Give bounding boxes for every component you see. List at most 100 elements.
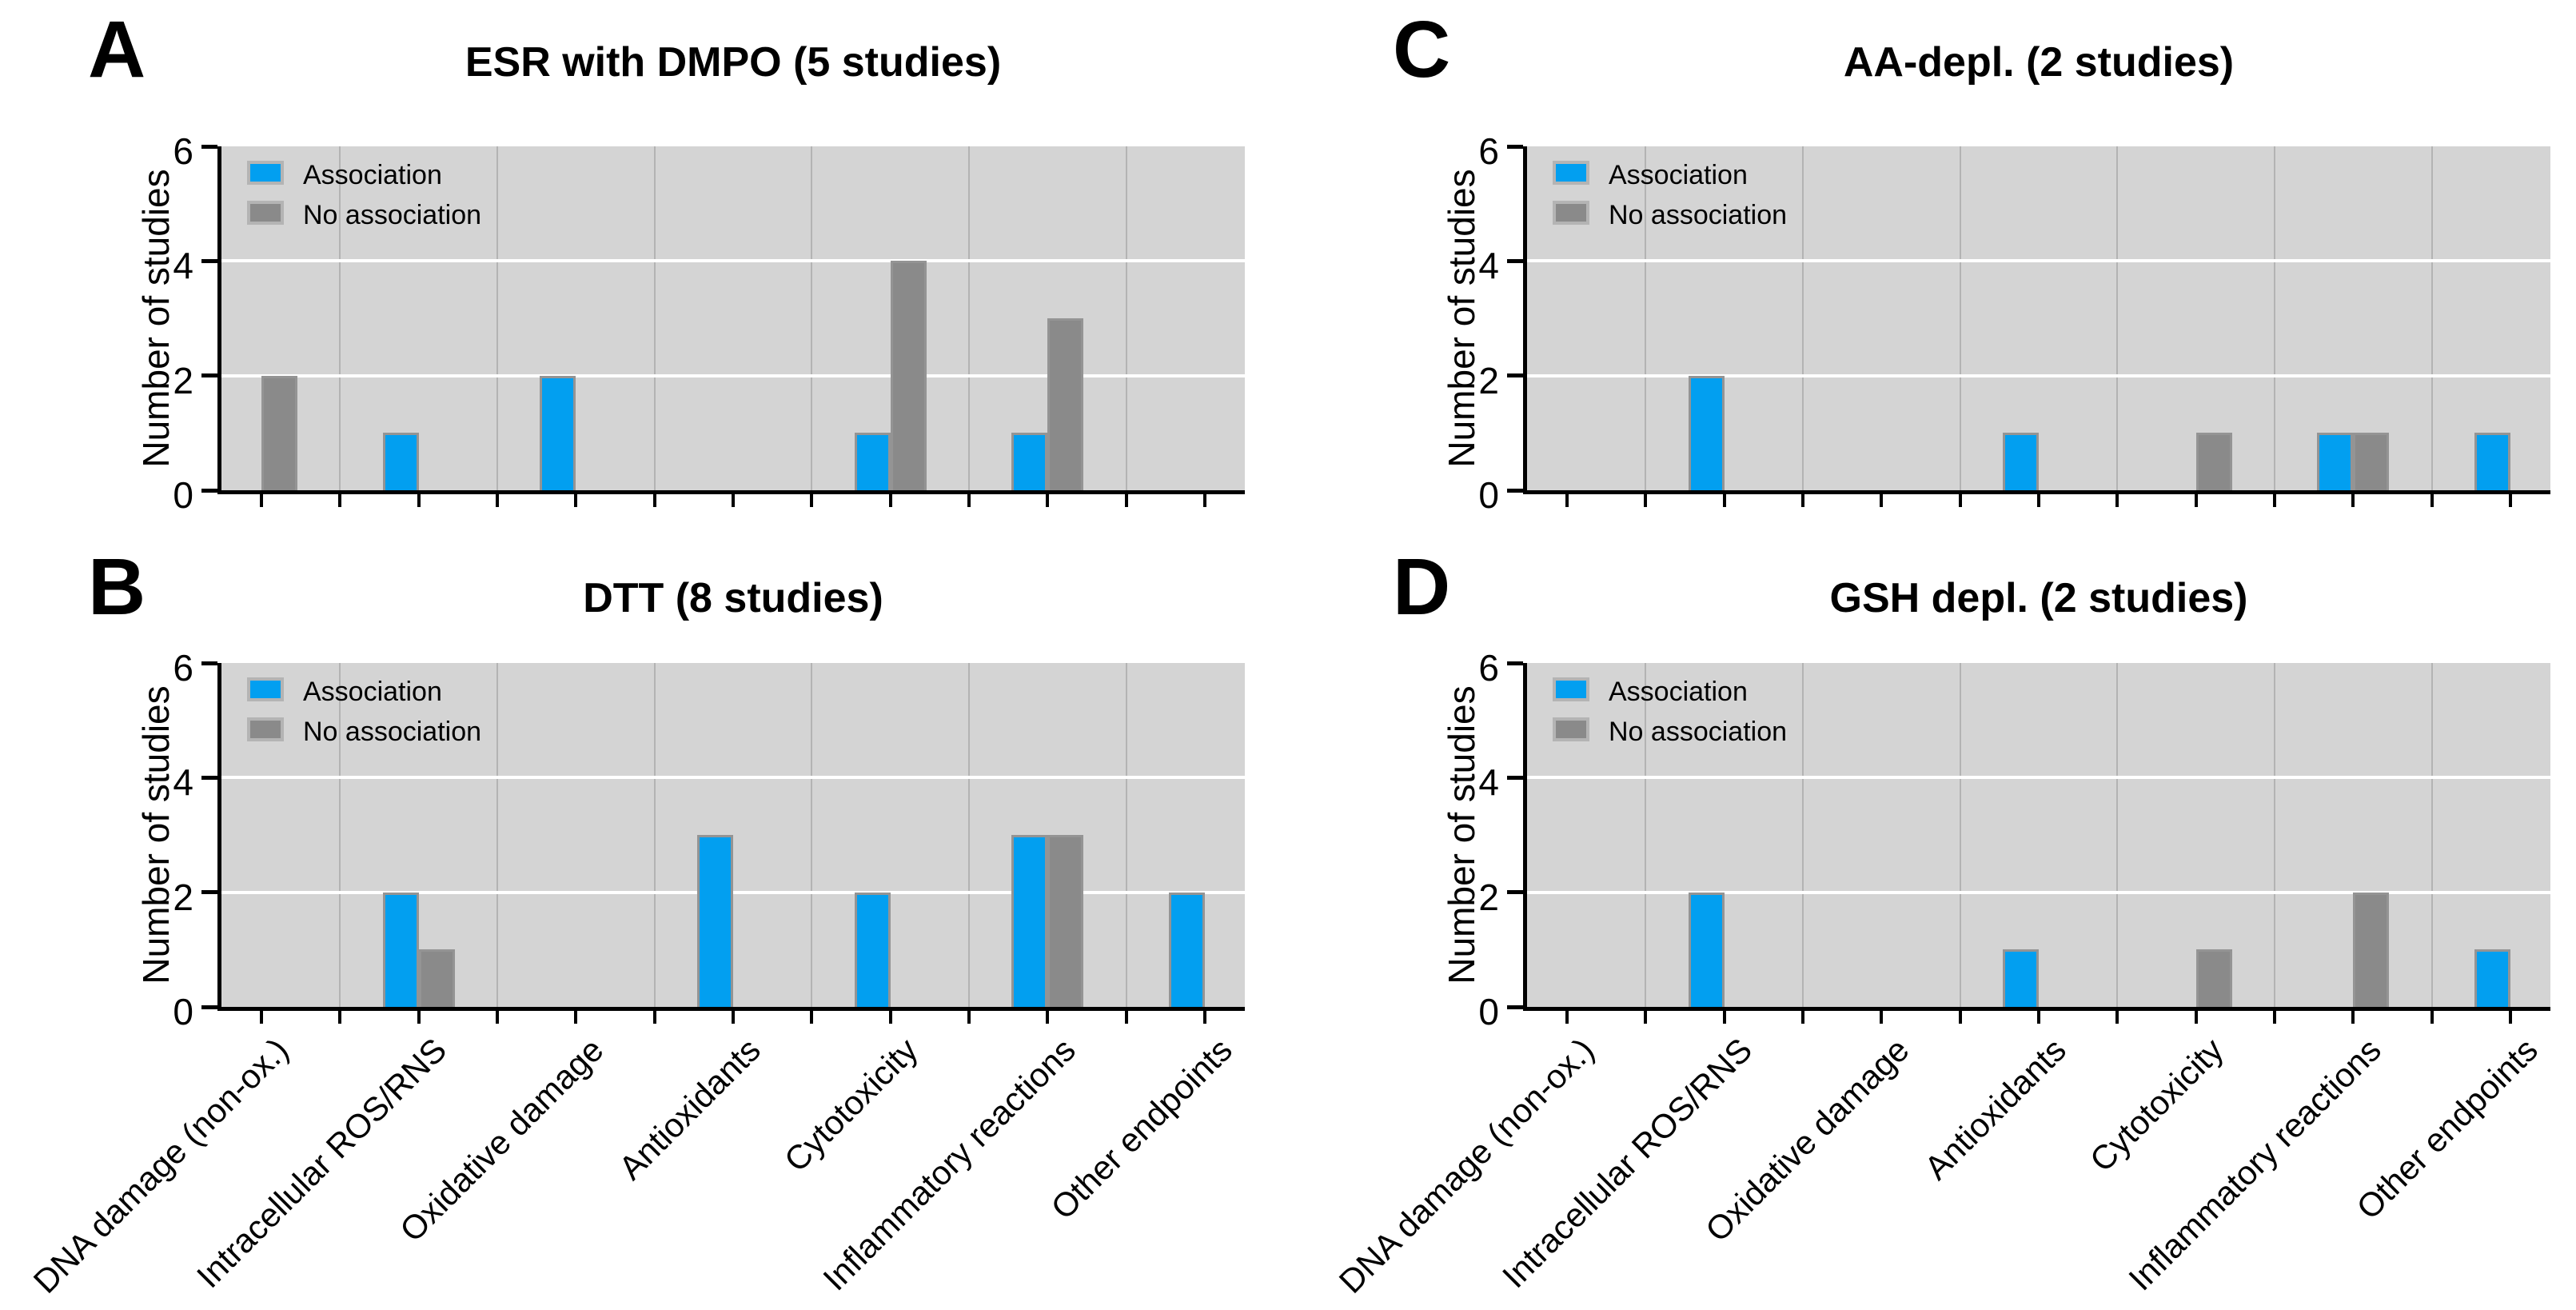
y-tick-label: 0 xyxy=(1478,991,1499,1032)
x-axis-tick xyxy=(2037,1011,2040,1024)
x-category-label: Cytotoxicity xyxy=(2082,1030,2231,1179)
y-tick-label: 4 xyxy=(1478,761,1499,804)
bar-no-association xyxy=(2353,433,2390,490)
x-axis-tick xyxy=(1046,494,1050,507)
y-axis-tick xyxy=(201,661,217,665)
y-tick-label: 6 xyxy=(1478,130,1499,172)
y-axis-line xyxy=(1523,663,1527,1011)
y-axis-line xyxy=(217,663,221,1011)
bar-no-association xyxy=(2195,433,2232,490)
y-axis-tick xyxy=(1507,258,1523,263)
x-axis-line xyxy=(1523,1007,2550,1011)
panel-letter-b: B xyxy=(88,542,146,632)
x-axis-tick xyxy=(1801,1011,1804,1024)
bar-association xyxy=(2003,949,2039,1007)
y-axis-line xyxy=(217,146,221,494)
legend-label: No association xyxy=(303,200,482,230)
legend-swatch-no-association xyxy=(1553,717,1589,741)
vertical-gridline xyxy=(1125,663,1127,1007)
y-tick-label: 4 xyxy=(173,245,193,287)
x-axis-tick xyxy=(1644,494,1648,507)
vertical-gridline xyxy=(968,146,970,490)
y-tick-label: 2 xyxy=(173,359,193,401)
vertical-gridline xyxy=(1645,146,1647,490)
vertical-gridline xyxy=(653,663,656,1007)
vertical-gridline xyxy=(496,146,498,490)
vertical-gridline xyxy=(2274,146,2275,490)
y-axis-tick xyxy=(201,373,217,378)
legend-swatch-no-association xyxy=(247,201,284,225)
legend-swatch-association xyxy=(1553,161,1589,185)
legend-swatch-association xyxy=(247,677,284,701)
x-axis-tick xyxy=(888,494,892,507)
legend-label: Association xyxy=(1609,677,1748,707)
x-axis-line xyxy=(217,490,1245,494)
x-axis-tick xyxy=(1565,494,1569,507)
y-tick-label: 2 xyxy=(173,876,193,918)
vertical-gridline xyxy=(811,146,813,490)
y-axis-tick xyxy=(1507,775,1523,780)
y-tick-label: 6 xyxy=(173,130,193,172)
x-axis-tick xyxy=(2430,1011,2434,1024)
y-axis-title: Number of studies xyxy=(1441,169,1482,468)
x-axis-tick xyxy=(417,494,421,507)
bar-association xyxy=(2317,433,2354,490)
horizontal-gridline xyxy=(1527,373,2550,377)
x-axis-tick xyxy=(732,1011,735,1024)
bar-association xyxy=(2474,433,2510,490)
vertical-gridline xyxy=(2430,663,2433,1007)
x-axis-tick xyxy=(1958,494,1962,507)
bar-association xyxy=(1688,375,1725,490)
x-axis-tick xyxy=(496,1011,499,1024)
x-axis-tick xyxy=(1644,1011,1648,1024)
x-axis-tick xyxy=(810,1011,814,1024)
x-axis-tick xyxy=(1958,1011,1962,1024)
bar-association xyxy=(697,835,733,1007)
x-axis-tick xyxy=(732,494,735,507)
y-axis-title: Number of studies xyxy=(135,685,177,984)
panel-title-a: ESR with DMPO (5 studies) xyxy=(465,39,1002,86)
vertical-gridline xyxy=(2116,146,2119,490)
bar-association xyxy=(854,433,891,490)
legend-label: Association xyxy=(303,160,442,190)
x-axis-tick xyxy=(652,494,656,507)
y-axis-tick xyxy=(201,1004,217,1009)
x-axis-tick xyxy=(1203,1011,1206,1024)
x-axis-tick xyxy=(1046,1011,1050,1024)
y-axis-tick xyxy=(201,890,217,895)
bar-no-association xyxy=(1047,318,1084,490)
x-axis-tick xyxy=(888,1011,892,1024)
vertical-gridline xyxy=(1645,663,1647,1007)
bar-no-association xyxy=(890,261,927,490)
y-axis-title: Number of studies xyxy=(1441,685,1482,984)
legend-label: No association xyxy=(1609,717,1788,747)
plot-area xyxy=(1527,146,2550,490)
x-axis-tick xyxy=(2115,494,2119,507)
x-axis-tick xyxy=(967,1011,971,1024)
bar-no-association xyxy=(418,949,455,1007)
vertical-gridline xyxy=(968,663,970,1007)
legend-label: Association xyxy=(303,677,442,707)
y-tick-label: 0 xyxy=(173,991,193,1032)
panel-title-b: DTT (8 studies) xyxy=(583,575,883,621)
y-axis-title: Number of studies xyxy=(135,169,177,468)
y-axis-tick xyxy=(201,488,217,493)
x-axis-tick xyxy=(1722,494,1726,507)
y-tick-label: 6 xyxy=(1478,647,1499,689)
legend-swatch-association xyxy=(1553,677,1589,701)
vertical-gridline xyxy=(2274,663,2275,1007)
y-axis-tick xyxy=(201,775,217,780)
x-axis-tick xyxy=(2430,494,2434,507)
y-axis-line xyxy=(1523,146,1527,494)
y-axis-tick xyxy=(1507,1004,1523,1009)
legend-label: No association xyxy=(1609,200,1788,230)
x-axis-tick xyxy=(574,1011,578,1024)
x-axis-tick xyxy=(1722,1011,1726,1024)
y-tick-label: 4 xyxy=(173,761,193,804)
legend-label: Association xyxy=(1609,160,1748,190)
x-category-label: Cytotoxicity xyxy=(776,1030,925,1179)
x-axis-tick xyxy=(2273,494,2276,507)
x-axis-tick xyxy=(1124,494,1128,507)
bar-association xyxy=(382,892,419,1007)
bar-association xyxy=(2474,949,2510,1007)
